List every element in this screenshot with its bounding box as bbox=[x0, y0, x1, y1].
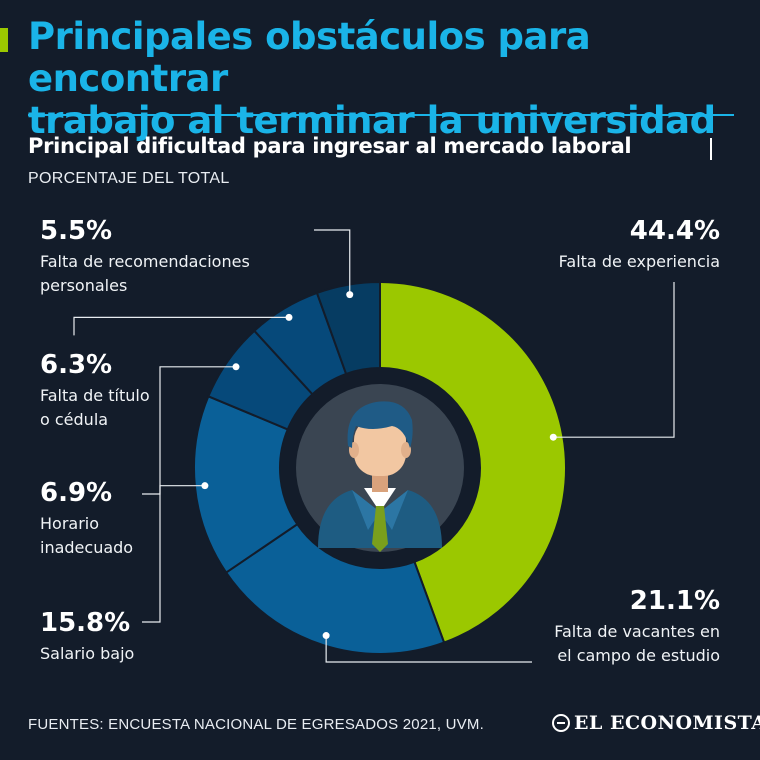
text-horario-line-2: inadecuado bbox=[40, 538, 134, 557]
leader-salario-bajo bbox=[142, 485, 205, 623]
leader-falta-de-experiencia bbox=[553, 282, 675, 438]
leader-dot-falta-de-experiencia bbox=[549, 433, 557, 441]
source-note: FUENTES: ENCUESTA NACIONAL DE EGRESADOS … bbox=[28, 716, 484, 733]
text-falta-experiencia: Falta de experiencia bbox=[558, 252, 720, 271]
brand-logo: EL ECONOMISTA bbox=[552, 712, 760, 734]
accent-bar bbox=[0, 28, 8, 52]
text-salario-bajo: Salario bajo bbox=[40, 644, 135, 663]
leader-dot-falta-de-vacantes-en-el-campo-de-estudio bbox=[322, 632, 330, 640]
chart-caption: PORCENTAJE DEL TOTAL bbox=[28, 170, 230, 187]
leader-dot-horario-inadecuado bbox=[232, 363, 240, 371]
brand-mark-icon bbox=[552, 714, 570, 732]
label-falta-titulo: 6.3% Falta de título o cédula bbox=[40, 350, 200, 432]
text-falta-vacantes-line-1: Falta de vacantes en bbox=[554, 622, 720, 641]
page-title: Principales obstáculos para encontrar tr… bbox=[28, 16, 748, 142]
leader-falta-de-titulo-o-cedula bbox=[73, 316, 289, 336]
brand-name: EL ECONOMISTA bbox=[574, 712, 760, 734]
chart-subtitle: Principal dificultad para ingresar al me… bbox=[28, 134, 632, 158]
text-horario-inadecuado: Horario inadecuado bbox=[40, 512, 200, 560]
value-horario-inadecuado: 6.9% bbox=[40, 478, 113, 508]
leader-dot-falta-de-titulo-o-cedula bbox=[285, 313, 293, 321]
label-salario-bajo: 15.8% Salario bajo bbox=[40, 608, 240, 666]
leader-lines bbox=[73, 229, 675, 663]
label-falta-recomendaciones: 5.5% Falta de recomendaciones personales bbox=[40, 216, 320, 298]
text-falta-vacantes-line-2: el campo de estudio bbox=[557, 646, 720, 665]
text-falta-vacantes: Falta de vacantes en el campo de estudio bbox=[440, 620, 720, 668]
leader-dot-salario-bajo bbox=[201, 482, 209, 490]
label-falta-experiencia: 44.4% Falta de experiencia bbox=[500, 216, 720, 274]
label-horario-inadecuado: 6.9% Horario inadecuado bbox=[40, 478, 200, 560]
title-divider bbox=[28, 114, 734, 116]
text-falta-recomendaciones: Falta de recomendaciones personales bbox=[40, 250, 320, 298]
leader-dot-falta-de-recomendaciones-personales bbox=[346, 291, 354, 299]
value-falta-vacantes: 21.1% bbox=[629, 586, 720, 616]
leader-horario-inadecuado bbox=[142, 366, 237, 495]
value-falta-experiencia: 44.4% bbox=[629, 216, 720, 246]
text-recomendaciones-line-1: Falta de recomendaciones bbox=[40, 252, 250, 271]
title-line-2: trabajo al terminar la universidad bbox=[28, 99, 716, 142]
title-line-1: Principales obstáculos para encontrar bbox=[28, 15, 591, 100]
value-salario-bajo: 15.8% bbox=[40, 608, 131, 638]
text-falta-titulo-line-2: o cédula bbox=[40, 410, 109, 429]
text-falta-titulo: Falta de título o cédula bbox=[40, 384, 200, 432]
text-recomendaciones-line-2: personales bbox=[40, 276, 128, 295]
value-falta-titulo: 6.3% bbox=[40, 350, 113, 380]
donut-slices bbox=[193, 280, 567, 655]
leader-falta-de-vacantes-en-el-campo-de-estudio bbox=[325, 635, 532, 663]
value-falta-recomendaciones: 5.5% bbox=[40, 216, 113, 246]
subtitle-separator bbox=[710, 138, 712, 160]
text-horario-line-1: Horario bbox=[40, 514, 100, 533]
businessman-icon bbox=[318, 401, 442, 552]
chart-center bbox=[280, 368, 480, 568]
label-falta-vacantes: 21.1% Falta de vacantes en el campo de es… bbox=[440, 586, 720, 668]
leader-falta-de-recomendaciones-personales bbox=[314, 229, 351, 295]
text-falta-titulo-line-1: Falta de título bbox=[40, 386, 150, 405]
